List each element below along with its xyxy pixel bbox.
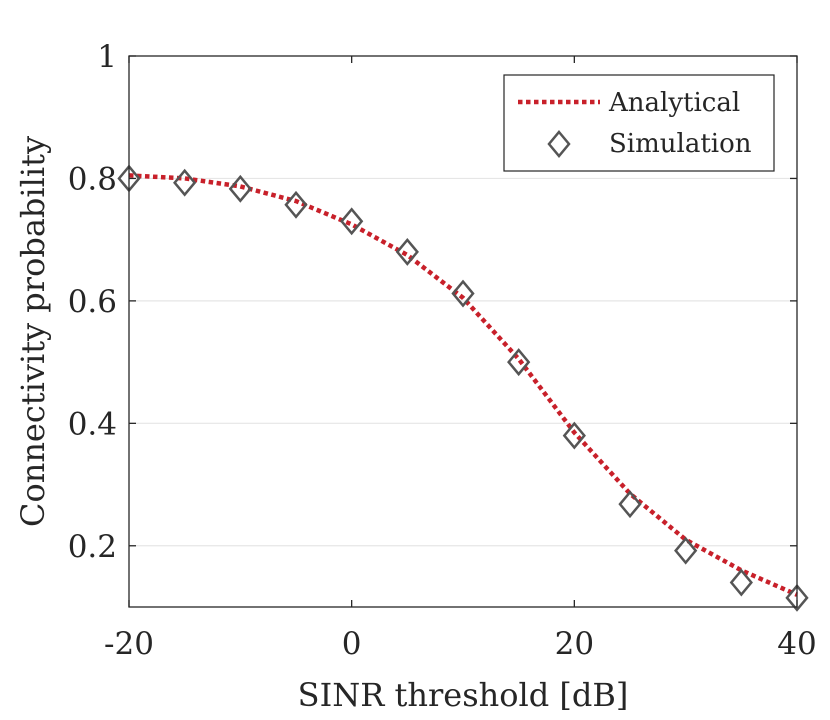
- simulation-point: [785, 583, 809, 612]
- legend-simulation-swatch: [547, 130, 571, 158]
- x-tick-label: 0: [342, 626, 362, 662]
- analytical-line: [128, 173, 798, 597]
- plot-frame: [128, 55, 798, 608]
- simulation-point: [562, 421, 586, 450]
- legend-simulation-label: Simulation: [609, 129, 752, 159]
- x-axis-label: SINR threshold [dB]: [298, 676, 629, 714]
- simulation-point: [395, 237, 419, 266]
- y-tick-label: 0.8: [68, 161, 117, 197]
- x-tick-label: 40: [777, 626, 816, 662]
- legend-analytical-label: Analytical: [608, 88, 740, 118]
- analytical-series: [128, 173, 798, 597]
- simulation-point: [618, 490, 642, 519]
- x-tick-label: 20: [555, 626, 594, 662]
- simulation-series: [117, 164, 809, 612]
- axes: [128, 55, 798, 608]
- simulation-point: [451, 279, 475, 308]
- simulation-point: [507, 348, 531, 377]
- tick-labels: -20 0 20 40 0.2 0.4 0.6 0.8 1: [68, 39, 817, 662]
- simulation-point: [228, 174, 252, 203]
- y-tick-label: 0.2: [68, 529, 117, 565]
- y-tick-label: 1: [97, 39, 117, 75]
- simulation-point: [340, 207, 364, 236]
- simulation-point: [173, 168, 197, 197]
- y-tick-label: 0.4: [68, 406, 117, 442]
- simulation-point: [729, 568, 753, 597]
- y-tick-label: 0.6: [68, 284, 117, 320]
- x-tick-label: -20: [104, 626, 154, 662]
- simulation-point: [284, 190, 308, 219]
- grid-lines: [129, 177, 797, 547]
- legend: Analytical Simulation: [503, 74, 775, 172]
- legend-box: [503, 74, 775, 172]
- y-axis-label: Connectivity probability: [14, 136, 52, 527]
- simulation-point: [674, 536, 698, 565]
